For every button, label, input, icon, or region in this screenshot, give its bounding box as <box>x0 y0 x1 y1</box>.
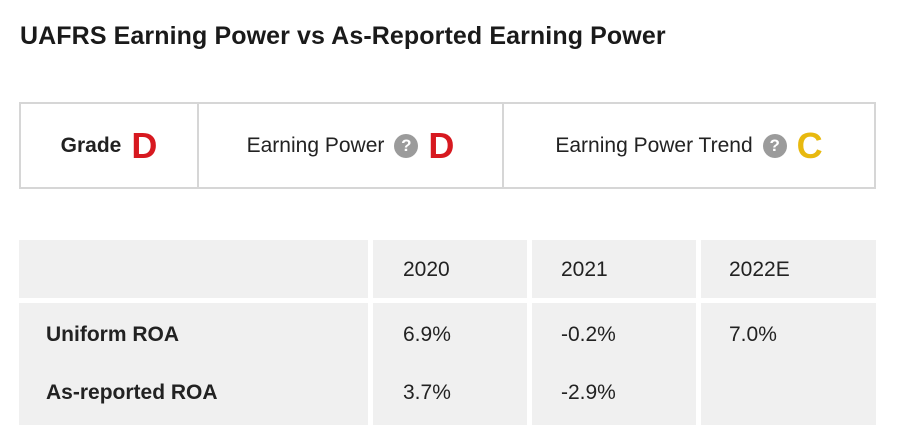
roa-table: 2020 2021 2022E Uniform ROA As-reported … <box>19 240 876 425</box>
earning-power-grade: D <box>428 124 455 166</box>
column-header-2020: 2020 <box>403 258 450 281</box>
table-header-cell <box>19 240 368 298</box>
table-header-cell: 2020 <box>373 240 527 298</box>
page-title: UAFRS Earning Power vs As-Reported Earni… <box>20 22 666 50</box>
grade-value: D <box>131 124 158 166</box>
earning-power-trend-cell: Earning Power Trend ? C <box>502 104 874 187</box>
table-cell: 6.9% <box>403 323 451 346</box>
column-header-2022e: 2022E <box>729 258 790 281</box>
table-cell: 3.7% <box>403 381 451 404</box>
table-header-cell: 2022E <box>701 240 876 298</box>
row-label-uniform-roa: Uniform ROA <box>46 323 179 346</box>
earning-power-label: Earning Power <box>246 133 385 157</box>
help-icon[interactable]: ? <box>762 133 787 158</box>
column-2020: 6.9% 3.7% <box>373 303 527 425</box>
table-cell: 7.0% <box>729 323 777 346</box>
overall-grade-cell: Grade D <box>21 104 197 187</box>
row-label-column: Uniform ROA As-reported ROA <box>19 303 368 425</box>
grade-bar: Grade D Earning Power ? D Earning Power … <box>19 102 876 189</box>
help-icon[interactable]: ? <box>394 133 419 158</box>
column-2022e: 7.0% <box>701 303 876 425</box>
table-cell: -2.9% <box>561 381 616 404</box>
row-label-as-reported-roa: As-reported ROA <box>46 381 218 404</box>
grade-label: Grade <box>60 133 122 157</box>
earning-power-trend-label: Earning Power Trend <box>555 133 753 157</box>
column-header-2021: 2021 <box>561 258 608 281</box>
earning-power-trend-grade: C <box>796 124 823 166</box>
table-cell: -0.2% <box>561 323 616 346</box>
column-2021: -0.2% -2.9% <box>532 303 696 425</box>
table-header-cell: 2021 <box>532 240 696 298</box>
earning-power-cell: Earning Power ? D <box>197 104 502 187</box>
